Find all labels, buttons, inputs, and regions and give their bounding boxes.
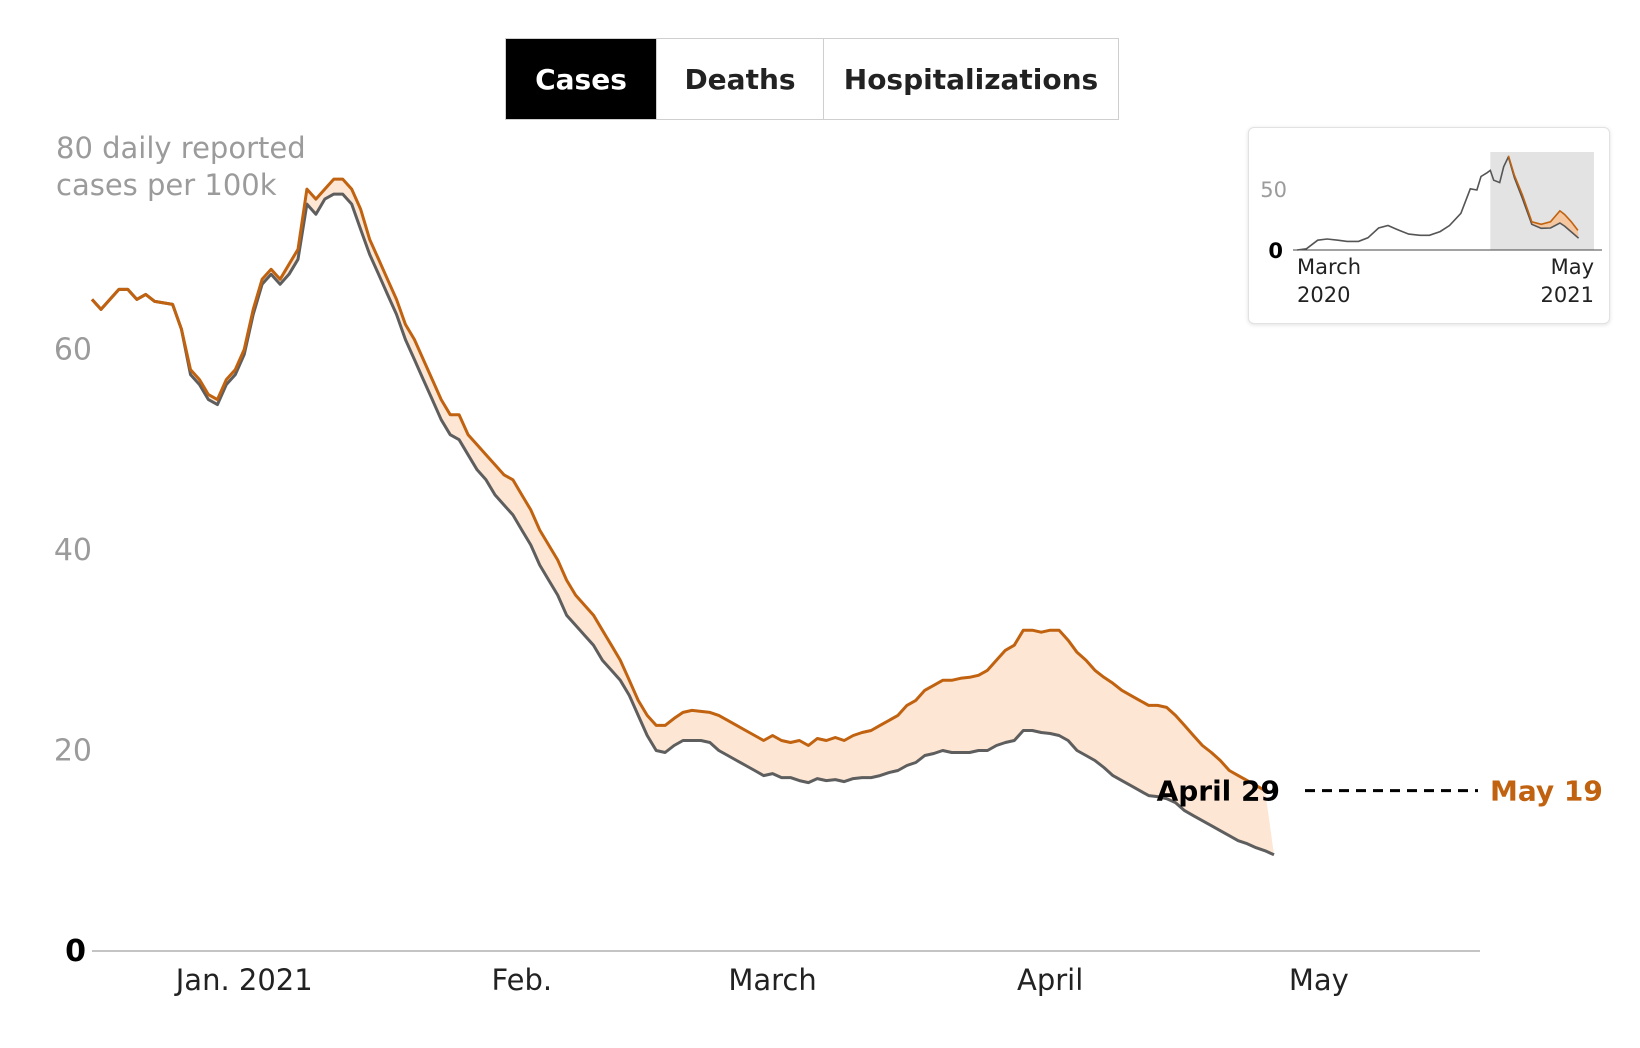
inset-x-tick-left-line1: March <box>1297 255 1361 279</box>
x-tick-label-april: April <box>1017 963 1083 997</box>
inset-line-may-19 <box>1507 155 1579 231</box>
inset-band <box>1508 155 1579 239</box>
inset-line-april-29 <box>1507 156 1580 239</box>
x-tick-label-feb-: Feb. <box>492 963 553 997</box>
inset-x-tick-right-line2: 2021 <box>1541 283 1594 307</box>
y-axis-title-line1: 80 daily reported <box>56 131 306 165</box>
annotation-label-may-19: May 19 <box>1490 775 1603 808</box>
overview-inset: 50 0 March 2020 May 2021 <box>1248 127 1610 324</box>
y-axis-title-line2: cases per 100k <box>56 168 277 202</box>
inset-x-tick-right-line1: May <box>1551 255 1594 279</box>
series-line-april-29 <box>90 192 1275 857</box>
tab-hospitalizations[interactable]: Hospitalizations <box>823 39 1118 119</box>
tab-cases[interactable]: Cases <box>506 39 656 119</box>
x-tick-label-may: May <box>1289 963 1349 997</box>
difference-band <box>92 179 1274 855</box>
inset-x-tick-left-line2: 2020 <box>1297 283 1350 307</box>
inset-y-tick-50: 50 <box>1260 178 1287 202</box>
series-line-may-19 <box>90 177 1266 792</box>
tab-deaths[interactable]: Deaths <box>656 39 823 119</box>
x-tick-label-march: March <box>728 963 816 997</box>
metric-tab-group: Cases Deaths Hospitalizations <box>505 38 1119 120</box>
y-tick-label-60: 60 <box>54 333 92 368</box>
y-tick-label-40: 40 <box>54 533 92 568</box>
x-tick-label-jan-2021: Jan. 2021 <box>174 963 313 997</box>
highlight-window <box>1490 152 1594 250</box>
inset-y-tick-0: 0 <box>1268 239 1283 263</box>
y-tick-label-20: 20 <box>54 734 92 769</box>
y-tick-label-0: 0 <box>65 934 86 969</box>
annotation-label-april-29: April 29 <box>1157 775 1280 808</box>
overview-chart: 50 0 March 2020 May 2021 <box>1260 152 1602 307</box>
inset-line-history <box>1296 156 1510 251</box>
